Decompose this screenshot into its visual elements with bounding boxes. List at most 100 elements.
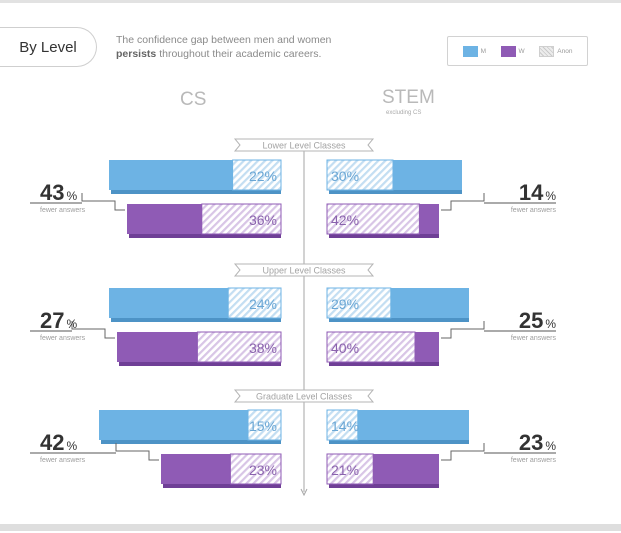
cs-gap-pct-1: % <box>66 317 77 331</box>
stem-gap-pct-0: % <box>545 189 556 203</box>
stem-women-bar-1-label: 40% <box>331 340 359 356</box>
subtitle-line-1: The confidence gap between men and women <box>116 34 332 46</box>
stem-men-bar-2-depth <box>329 440 469 444</box>
cs-men-bar-0-solid <box>109 160 233 190</box>
cs-women-bar-1-depth <box>119 362 281 366</box>
stem-women-bar-1-anon <box>326 331 416 363</box>
level-banner-0 <box>233 138 375 152</box>
legend-label-men: M <box>480 47 486 55</box>
stem-gap-value-1: 25% <box>519 308 556 333</box>
legend-item-women: W <box>500 45 525 57</box>
bottom-rule <box>0 524 621 531</box>
stem-women-bar-1-solid <box>415 332 439 362</box>
chart-subtitle: The confidence gap between men and women… <box>116 33 406 61</box>
cs-women-bar-1-anon <box>196 331 282 363</box>
cs-men-bar-2-anon <box>247 409 282 441</box>
stem-men-bar-2-label: 14% <box>331 418 359 434</box>
cs-women-bar-0-anon <box>201 203 282 235</box>
stem-women-bar-1-depth <box>329 362 439 366</box>
stem-women-bar-0-solid <box>419 204 439 234</box>
cs-women-bar-0-depth <box>129 234 281 238</box>
stem-women-bar-2-anon <box>326 453 374 485</box>
cs-women-bar-1-label: 38% <box>249 340 277 356</box>
stem-bracket-1 <box>441 321 485 339</box>
cs-gap-caption-0: fewer answers <box>40 207 86 214</box>
stem-men-bar-2-solid <box>357 410 469 440</box>
stem-gap-pct-1: % <box>545 317 556 331</box>
legend-item-men: M <box>462 45 486 57</box>
stem-women-bar-2-depth <box>329 484 439 488</box>
cs-men-bar-0-label: 22% <box>249 168 277 184</box>
cs-bracket-2 <box>115 443 159 461</box>
stem-men-bar-1-solid <box>390 288 469 318</box>
cs-women-bar-2-depth <box>163 484 281 488</box>
legend-label-anon: Anon <box>557 47 573 55</box>
level-banner-label-0: Lower Level Classes <box>262 141 346 151</box>
stem-men-bar-1-depth <box>329 318 469 322</box>
cs-men-bar-0-depth <box>111 190 281 194</box>
section-badge-label: By Level <box>19 38 77 56</box>
stem-gap-caption-1: fewer answers <box>511 335 557 342</box>
cs-gap-caption-2: fewer answers <box>40 457 86 464</box>
cs-men-bar-2-depth <box>101 440 281 444</box>
cs-men-bar-0-anon <box>232 159 282 191</box>
column-heading-stem: STEM <box>382 87 435 108</box>
subtitle-emphasis: persists <box>116 48 157 60</box>
section-badge: By Level <box>0 27 97 67</box>
stem-bracket-2 <box>441 443 485 461</box>
stem-bracket-0 <box>441 193 485 211</box>
cs-women-bar-2-solid <box>161 454 231 484</box>
legend-swatch-men <box>462 45 478 57</box>
cs-gap-value-1: 27% <box>40 308 77 333</box>
legend-label-women: W <box>518 47 525 55</box>
cs-women-bar-2-label: 23% <box>249 462 277 478</box>
cs-men-bar-1-label: 24% <box>249 296 277 312</box>
stem-men-bar-0-solid <box>393 160 462 190</box>
cs-men-bar-2-solid <box>99 410 248 440</box>
cs-gap-pct-2: % <box>66 439 77 453</box>
stem-women-bar-2-label: 21% <box>331 462 359 478</box>
stem-men-bar-0-label: 30% <box>331 168 359 184</box>
legend-swatch-women <box>500 45 516 57</box>
cs-women-bar-0-label: 36% <box>249 212 277 228</box>
stem-gap-pct-2: % <box>545 439 556 453</box>
cs-women-bar-2-anon <box>229 453 282 485</box>
stem-men-bar-2-anon <box>326 409 359 441</box>
stem-women-bar-2-solid <box>373 454 439 484</box>
cs-gap-pct-0: % <box>66 189 77 203</box>
subtitle-line-2: throughout their academic careers. <box>159 48 322 60</box>
column-heading-cs: CS <box>180 89 207 110</box>
stem-men-bar-1-label: 29% <box>331 296 359 312</box>
stem-men-bar-1-anon <box>326 287 392 319</box>
legend-item-anon: Anon <box>539 45 573 57</box>
cs-gap-value-0: 43% <box>40 180 77 205</box>
stem-gap-caption-2: fewer answers <box>511 457 557 464</box>
stem-gap-caption-0: fewer answers <box>511 207 557 214</box>
legend: M W Anon <box>447 36 588 66</box>
top-rule <box>0 0 621 3</box>
cs-bracket-0 <box>81 193 125 211</box>
level-banner-2 <box>233 389 375 403</box>
column-subheading-stem: excluding CS <box>386 110 422 116</box>
stem-women-bar-0-label: 42% <box>331 212 359 228</box>
level-banner-label-2: Graduate Level Classes <box>256 392 353 402</box>
stem-gap-value-0: 14% <box>519 180 556 205</box>
level-banner-label-1: Upper Level Classes <box>262 266 346 276</box>
axis-arrowhead <box>300 488 308 497</box>
cs-men-bar-1-anon <box>227 287 282 319</box>
cs-women-bar-0-solid <box>127 204 202 234</box>
cs-men-bar-1-depth <box>111 318 281 322</box>
stem-men-bar-0-anon <box>326 159 394 191</box>
cs-bracket-1 <box>71 321 115 339</box>
stem-gap-value-2: 23% <box>519 430 556 455</box>
stem-men-bar-0-depth <box>329 190 462 194</box>
cs-men-bar-1-solid <box>109 288 229 318</box>
legend-swatch-anon <box>539 45 555 57</box>
level-banner-1 <box>233 263 375 277</box>
cs-gap-value-2: 42% <box>40 430 77 455</box>
stem-women-bar-0-anon <box>326 203 420 235</box>
stem-women-bar-0-depth <box>329 234 439 238</box>
cs-men-bar-2-label: 15% <box>249 418 277 434</box>
cs-women-bar-1-solid <box>117 332 198 362</box>
